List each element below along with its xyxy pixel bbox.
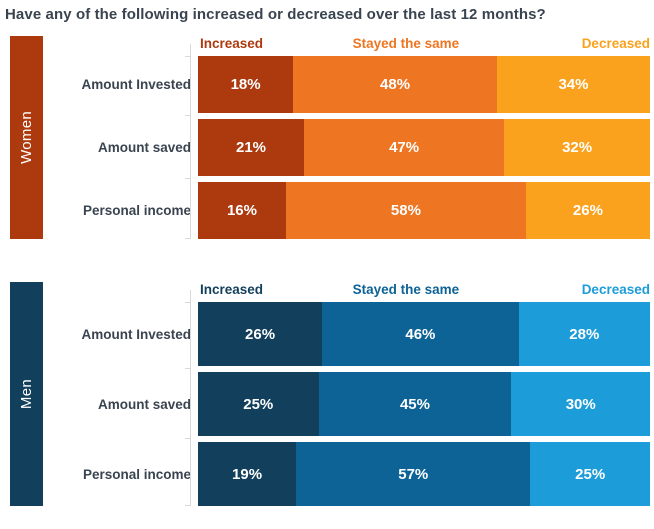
- category-label: Amount Invested: [81, 77, 191, 92]
- group-content: Increased Stayed the same Decreased Amount …: [43, 36, 650, 239]
- legend: Increased Stayed the same Decreased: [198, 282, 650, 298]
- bar-segment-decreased: 28%: [518, 302, 650, 366]
- bar-segment-increased: 25%: [198, 372, 319, 436]
- group-women: Women Increased Stayed the same Decreased Am…: [0, 36, 654, 239]
- rows-wrap: Amount Invested 26% 46% 28% Amount saved 25% 4…: [43, 290, 651, 506]
- bar-segment-increased: 16%: [198, 182, 286, 239]
- legend-item-stayed-the-same: Stayed the same: [352, 36, 460, 51]
- chart-groups: Women Increased Stayed the same Decreased Am…: [0, 36, 654, 506]
- category-axis-line: [190, 44, 191, 239]
- axis-tick: [185, 178, 190, 179]
- table-row: Amount saved 21% 47% 32%: [43, 119, 650, 176]
- axis-tick: [185, 56, 190, 57]
- table-row: Amount Invested 26% 46% 28%: [43, 302, 650, 366]
- bar-segment-decreased: 34%: [496, 56, 650, 113]
- gender-band-label: Men: [18, 378, 35, 410]
- bar-segment-stayed-the-same: 58%: [285, 182, 526, 239]
- legend-item-increased: Increased: [200, 36, 264, 51]
- axis-tick: [185, 438, 190, 439]
- axis-tick: [185, 368, 190, 369]
- bar-segment-decreased: 32%: [504, 119, 650, 176]
- category-axis-line: [190, 290, 191, 506]
- bar-segment-stayed-the-same: 45%: [318, 372, 512, 436]
- legend-item-decreased: Decreased: [581, 282, 650, 297]
- rows-wrap: Amount Invested 18% 48% 34% Amount saved 21% 4…: [43, 44, 650, 239]
- table-row: Amount saved 25% 45% 30%: [43, 372, 651, 436]
- chart-title: Have any of the following increased or d…: [5, 6, 546, 23]
- stacked-bar: 21% 47% 32%: [198, 119, 650, 176]
- axis-tick: [185, 115, 190, 116]
- stacked-bar: 19% 57% 25%: [198, 442, 650, 506]
- bar-segment-stayed-the-same: 57%: [296, 442, 531, 506]
- stacked-bar: 16% 58% 26%: [198, 182, 650, 239]
- bar-segment-stayed-the-same: 46%: [322, 302, 519, 366]
- category-label: Amount saved: [97, 140, 191, 155]
- category-label: Amount saved: [97, 396, 191, 412]
- table-row: Amount Invested 18% 48% 34%: [43, 56, 650, 113]
- legend-item-increased: Increased: [200, 282, 264, 297]
- axis-tick: [185, 505, 190, 506]
- gender-band: Women: [10, 36, 43, 239]
- gender-band: Men: [10, 282, 43, 506]
- bar-segment-decreased: 26%: [525, 182, 650, 239]
- group-men: Men Increased Stayed the same Decreased Amou…: [0, 282, 654, 506]
- bar-segment-increased: 19%: [198, 442, 297, 506]
- stacked-bar: 25% 45% 30%: [198, 372, 651, 436]
- bar-segment-stayed-the-same: 47%: [304, 119, 505, 176]
- bar-segment-decreased: 30%: [511, 372, 651, 436]
- axis-tick: [185, 302, 190, 303]
- bar-segment-stayed-the-same: 48%: [293, 56, 497, 113]
- bar-segment-decreased: 25%: [530, 442, 650, 506]
- axis-tick: [185, 238, 190, 239]
- table-row: Personal income 16% 58% 26%: [43, 182, 650, 239]
- category-label: Personal income: [82, 466, 191, 482]
- gender-band-label: Women: [18, 111, 35, 164]
- stacked-bar: 26% 46% 28%: [198, 302, 650, 366]
- stacked-bar: 18% 48% 34%: [198, 56, 650, 113]
- legend-item-stayed-the-same: Stayed the same: [352, 282, 460, 297]
- group-content: Increased Stayed the same Decreased Amount …: [43, 282, 651, 506]
- table-row: Personal income 19% 57% 25%: [43, 442, 650, 506]
- legend: Increased Stayed the same Decreased: [198, 36, 650, 52]
- bar-segment-increased: 26%: [198, 302, 323, 366]
- category-label: Personal income: [82, 203, 191, 218]
- bar-segment-increased: 18%: [198, 56, 294, 113]
- bar-segment-increased: 21%: [198, 119, 305, 176]
- survey-chart: Have any of the following increased or d…: [0, 6, 654, 529]
- legend-item-decreased: Decreased: [581, 36, 650, 51]
- category-label: Amount Invested: [81, 326, 191, 342]
